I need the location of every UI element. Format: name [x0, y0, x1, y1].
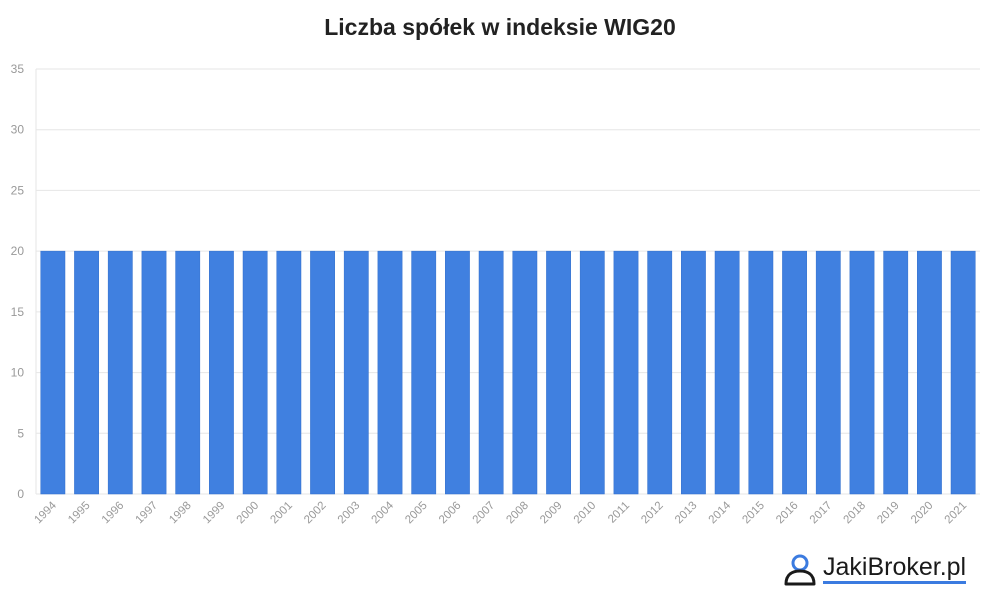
- x-tick-label: 2002: [302, 500, 329, 527]
- bar-2019: [883, 250, 909, 495]
- x-tick-label: 1996: [100, 500, 127, 527]
- x-tick-label: 2012: [639, 500, 666, 527]
- bar-2010: [579, 250, 605, 495]
- x-tick-label: 1998: [167, 500, 194, 527]
- y-tick-label: 5: [17, 426, 24, 440]
- x-tick-label: 2018: [842, 500, 869, 527]
- bar-2015: [748, 250, 774, 495]
- bar-1999: [209, 250, 234, 495]
- y-tick-label: 15: [11, 305, 25, 319]
- x-tick-label: 2007: [471, 500, 498, 527]
- x-axis-ticks: 1994 1995 1996 1997 1998 1999 2000 2001 2002 2003…: [32, 499, 969, 526]
- brand-name: JakiBroker.pl: [823, 554, 967, 584]
- x-tick-label: 2019: [875, 500, 902, 527]
- bar-2016: [782, 250, 807, 495]
- x-tick-label: 2016: [774, 500, 801, 527]
- brand-logo: JakiBroker.pl: [783, 552, 967, 586]
- x-tick-label: 2020: [909, 500, 936, 527]
- chart-title: Liczba spółek w indeksie WIG20: [324, 14, 676, 40]
- y-tick-label: 10: [11, 366, 25, 380]
- x-tick-label: 1999: [201, 500, 228, 527]
- bar-2017: [815, 250, 841, 495]
- bar-2003: [343, 250, 369, 495]
- x-tick-label: 2021: [943, 500, 970, 527]
- bar-1995: [74, 250, 99, 495]
- x-tick-label: 2008: [504, 500, 531, 527]
- bar-2021: [950, 250, 976, 495]
- bar-2000: [242, 250, 268, 495]
- x-tick-label: 2010: [572, 500, 599, 527]
- x-tick-label: 2013: [673, 500, 700, 527]
- bar-2009: [546, 250, 571, 495]
- y-tick-label: 30: [11, 123, 25, 137]
- x-tick-label: 1997: [134, 500, 161, 527]
- bar-2014: [714, 250, 740, 495]
- x-tick-label: 2017: [808, 500, 835, 527]
- bar-2008: [512, 250, 538, 495]
- x-tick-label: 1994: [32, 499, 59, 526]
- y-tick-label: 0: [17, 487, 24, 501]
- x-tick-label: 2001: [268, 500, 295, 527]
- x-tick-label: 2015: [740, 500, 767, 527]
- bar-2006: [445, 250, 470, 495]
- x-tick-label: 2005: [403, 500, 430, 527]
- bars: [40, 250, 976, 495]
- y-tick-label: 35: [11, 62, 25, 76]
- user-icon: [784, 554, 816, 586]
- x-tick-label: 1995: [66, 500, 93, 527]
- x-tick-label: 2004: [370, 499, 397, 526]
- bar-1996: [107, 250, 133, 495]
- bar-2013: [681, 250, 706, 495]
- bar-2001: [276, 250, 302, 495]
- bar-2018: [849, 250, 875, 495]
- x-tick-label: 2009: [538, 500, 565, 527]
- x-tick-label: 2014: [707, 499, 734, 526]
- y-axis-ticks: 0 5 10 15 20 25 30 35: [11, 62, 25, 501]
- x-tick-label: 2000: [235, 500, 262, 527]
- bar-2020: [917, 250, 942, 495]
- bar-1998: [175, 250, 201, 495]
- bar-2012: [647, 250, 673, 495]
- bar-1997: [141, 250, 167, 495]
- x-tick-label: 2006: [437, 500, 464, 527]
- y-tick-label: 20: [11, 244, 25, 258]
- bar-2004: [377, 250, 403, 495]
- x-tick-label: 2003: [336, 500, 363, 527]
- y-tick-label: 25: [11, 183, 25, 197]
- bar-2002: [310, 250, 335, 495]
- bar-2007: [478, 250, 504, 495]
- bar-2005: [411, 250, 437, 495]
- bar-2011: [613, 250, 639, 495]
- x-tick-label: 2011: [606, 500, 632, 526]
- bar-1994: [40, 250, 66, 495]
